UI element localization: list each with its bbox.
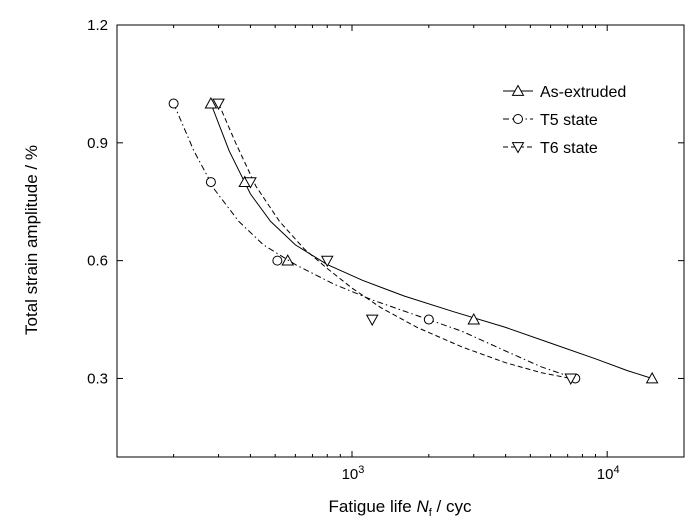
series-2-point bbox=[564, 373, 578, 385]
series-1-point bbox=[205, 177, 216, 188]
y-axis: 0.3 0.6 0.9 1.2 bbox=[87, 17, 684, 387]
series-2-point bbox=[320, 255, 334, 268]
series-2-point bbox=[365, 314, 379, 327]
legend-label-0: As-extruded bbox=[540, 84, 626, 101]
series-1-fit-line bbox=[173, 103, 576, 379]
series-0-fit-line bbox=[210, 103, 653, 379]
x-tick-label: 104 bbox=[597, 464, 620, 483]
legend-label-2: T6 state bbox=[540, 140, 598, 157]
x-axis-label: Fatigue life Nf / cyc bbox=[329, 497, 472, 519]
legend: As-extruded T5 state T6 state bbox=[503, 84, 626, 157]
series-0-point bbox=[204, 97, 218, 109]
series-1-point bbox=[423, 314, 434, 325]
y-tick-label: 0.3 bbox=[87, 370, 108, 387]
series-1 bbox=[168, 98, 581, 384]
y-axis-label: Total strain amplitude / % bbox=[22, 145, 41, 335]
series-2 bbox=[212, 98, 578, 385]
series-1-point bbox=[168, 98, 179, 109]
x-tick-label: 103 bbox=[342, 464, 365, 483]
legend-marker-0 bbox=[511, 84, 525, 96]
plot-frame bbox=[116, 24, 685, 458]
legend-marker-2 bbox=[511, 142, 525, 154]
y-tick-label: 1.2 bbox=[87, 17, 108, 34]
series-2-fit-line bbox=[218, 103, 571, 379]
series-0-point bbox=[467, 313, 481, 325]
series-2-point bbox=[212, 98, 225, 111]
series-layer bbox=[168, 97, 659, 385]
legend-marker-1 bbox=[513, 114, 523, 124]
y-tick-label: 0.9 bbox=[87, 135, 108, 152]
legend-label-1: T5 state bbox=[540, 112, 598, 129]
series-2-point bbox=[244, 177, 257, 189]
series-0-point bbox=[645, 371, 659, 384]
series-1-point bbox=[272, 255, 283, 266]
y-tick-label: 0.6 bbox=[87, 253, 108, 270]
x-axis: 103 104 bbox=[173, 25, 685, 483]
